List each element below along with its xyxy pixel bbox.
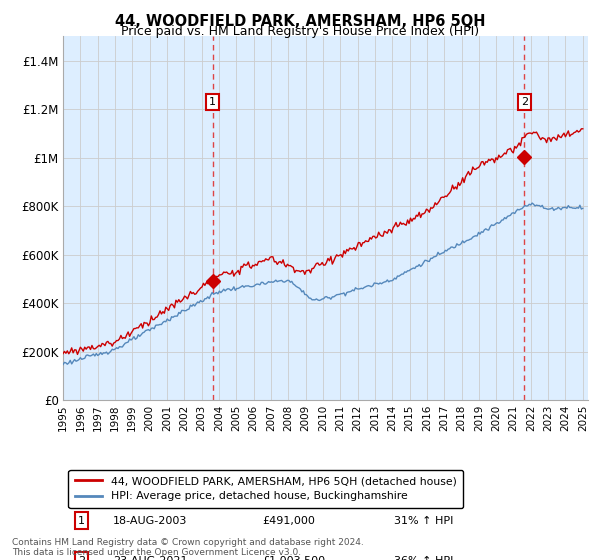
Text: 18-AUG-2003: 18-AUG-2003 [113,516,187,525]
Text: 1: 1 [209,97,216,107]
Text: 31% ↑ HPI: 31% ↑ HPI [394,516,453,525]
Text: 1: 1 [78,516,85,525]
Text: 2: 2 [78,556,85,560]
Text: 2: 2 [521,97,528,107]
Text: £491,000: £491,000 [263,516,316,525]
Legend: 44, WOODFIELD PARK, AMERSHAM, HP6 5QH (detached house), HPI: Average price, deta: 44, WOODFIELD PARK, AMERSHAM, HP6 5QH (d… [68,469,463,508]
Text: Price paid vs. HM Land Registry's House Price Index (HPI): Price paid vs. HM Land Registry's House … [121,25,479,38]
Text: 44, WOODFIELD PARK, AMERSHAM, HP6 5QH: 44, WOODFIELD PARK, AMERSHAM, HP6 5QH [115,14,485,29]
Text: Contains HM Land Registry data © Crown copyright and database right 2024.
This d: Contains HM Land Registry data © Crown c… [12,538,364,557]
Text: £1,003,500: £1,003,500 [263,556,326,560]
Text: 36% ↑ HPI: 36% ↑ HPI [394,556,453,560]
Text: 23-AUG-2021: 23-AUG-2021 [113,556,187,560]
